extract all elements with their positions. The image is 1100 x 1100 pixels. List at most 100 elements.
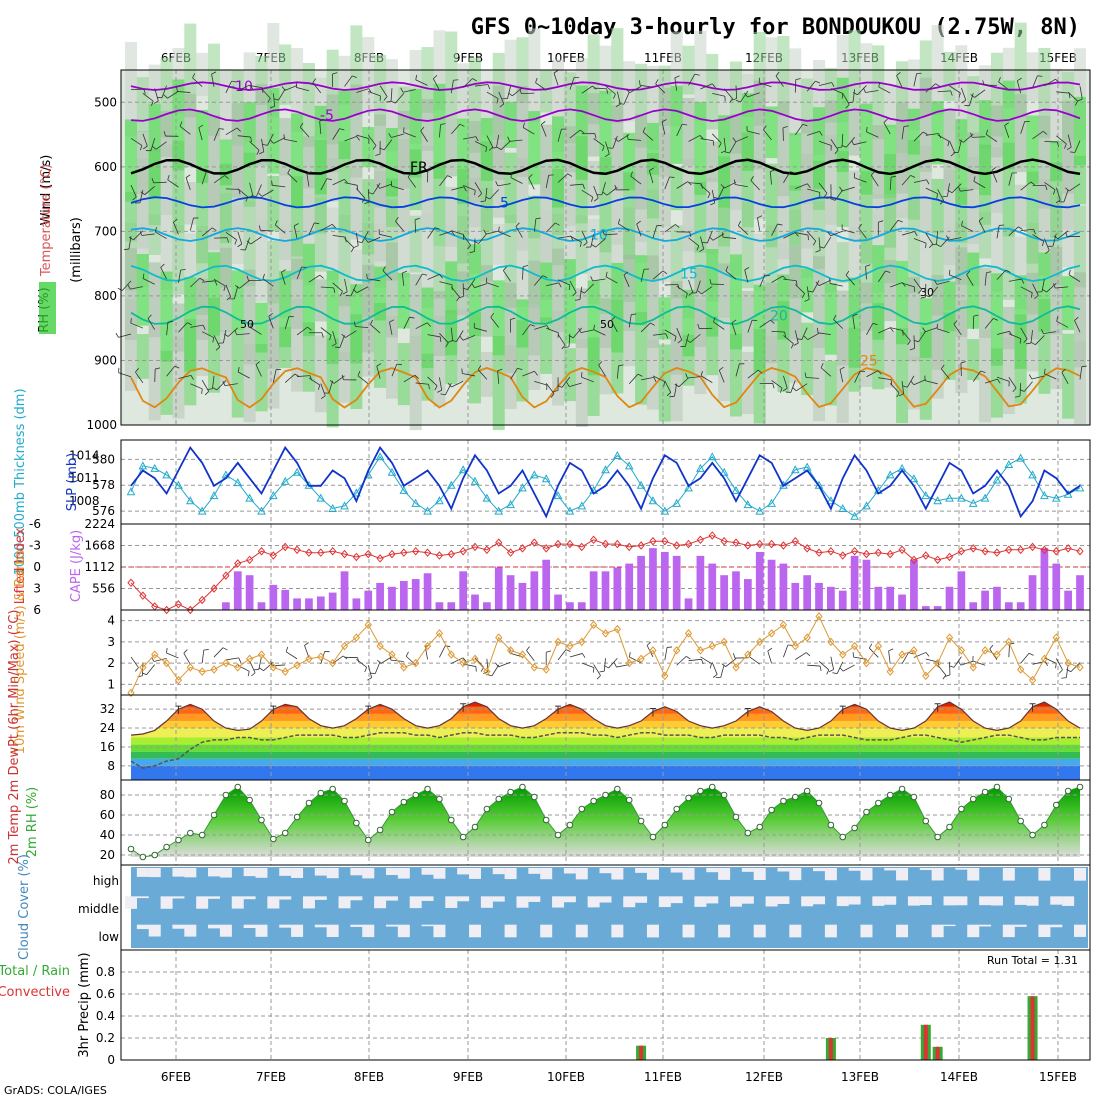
rh-shading-cell xyxy=(694,181,707,253)
wind-speed-point xyxy=(696,646,705,655)
wind-barb xyxy=(344,136,357,142)
wind-speed-point xyxy=(364,620,372,630)
wind-barb xyxy=(636,220,641,225)
wind-barb xyxy=(523,265,529,268)
temperature-contour-label: -10 xyxy=(230,79,253,95)
lifted-index-point xyxy=(708,531,716,540)
wind-barb xyxy=(364,201,370,205)
wind-barb xyxy=(130,138,143,146)
rh-surface-axis-label: 2m RH (%) xyxy=(25,787,40,858)
surface-wind-barb xyxy=(700,656,712,664)
surface-wind-barb xyxy=(805,652,811,657)
cape-bar xyxy=(376,582,384,610)
wind-speed-point xyxy=(269,663,278,672)
wind-barb xyxy=(250,136,252,143)
wind-barb xyxy=(517,367,523,371)
wind-barb xyxy=(790,343,794,349)
wind-speed-point xyxy=(518,650,527,659)
wind-barb xyxy=(163,94,168,99)
wind-barb xyxy=(723,137,727,151)
wind-barb xyxy=(953,320,958,325)
cloud-gap-cell xyxy=(540,924,553,938)
wind-barb xyxy=(579,242,582,248)
wind-barb xyxy=(958,92,961,98)
rh-shading-cell xyxy=(1038,299,1051,394)
wind-speed-point xyxy=(257,650,266,659)
run-total-label: Run Total = 1.31 xyxy=(987,954,1078,967)
wind-barb xyxy=(467,245,471,250)
rh-shading-cell xyxy=(148,149,161,226)
surface-wind-barb xyxy=(439,645,446,658)
wind-barb xyxy=(272,184,286,188)
cloud-gap-cell xyxy=(670,896,683,904)
wind-barb xyxy=(925,187,938,195)
wind-barb xyxy=(581,189,594,198)
wind-speed-point xyxy=(815,612,823,621)
rh-shading-cell xyxy=(125,299,137,391)
wind-barb xyxy=(699,135,704,140)
cloud-gap-cell xyxy=(563,868,576,874)
rh-point xyxy=(625,796,633,804)
wind-barb xyxy=(503,266,507,271)
lifted-index-point xyxy=(530,538,538,547)
wind-barb xyxy=(535,82,547,91)
rh-point xyxy=(780,797,787,805)
thickness-point xyxy=(850,511,859,520)
wind-barb xyxy=(287,168,291,174)
wind-barb xyxy=(312,82,322,94)
wind-barb xyxy=(350,247,355,253)
temperature-contour-label: 15 xyxy=(680,266,698,282)
rh-point xyxy=(1041,821,1048,829)
wind-barb xyxy=(458,295,464,299)
rh-shading-cell xyxy=(635,311,648,405)
cloud-gap-cell xyxy=(967,924,980,938)
date-tick-label: 6FEB xyxy=(161,1070,191,1084)
wind-speed-point xyxy=(945,633,954,642)
cloud-gap-cell xyxy=(326,924,339,938)
rh-shading-cell xyxy=(884,330,897,388)
rh-point xyxy=(127,845,135,853)
wind-barb xyxy=(1065,187,1070,192)
lifted-index-point xyxy=(637,541,645,550)
wind-barb xyxy=(757,215,763,219)
wind-barb xyxy=(140,145,143,151)
wind-barb xyxy=(935,83,940,87)
cloud-gap-cell xyxy=(919,896,932,906)
rh-shading-cell xyxy=(397,272,410,329)
cloud-gap-cell xyxy=(279,896,292,900)
lifted-index-point xyxy=(756,539,764,549)
rh-point xyxy=(602,791,609,799)
wind-barb xyxy=(474,327,487,332)
temp-band xyxy=(131,713,1080,721)
thickness-point xyxy=(138,461,148,470)
wind-barb xyxy=(568,335,574,339)
wind-barb xyxy=(246,275,249,281)
wind-barb xyxy=(574,299,581,301)
cape-bar xyxy=(316,596,325,610)
rh-point xyxy=(198,831,206,839)
cape-bar xyxy=(1040,548,1049,610)
wind-barb xyxy=(941,364,945,370)
wind-barb xyxy=(591,244,596,248)
rh-shading-cell xyxy=(231,270,244,330)
wind-barb xyxy=(225,80,232,93)
wind-barb xyxy=(1004,122,1009,126)
rh-shading-cell xyxy=(480,265,493,337)
cloud-gap-cell xyxy=(1014,896,1027,905)
cape-bar xyxy=(589,571,598,610)
rh-point xyxy=(958,805,965,813)
rh-shading-cell xyxy=(421,99,434,151)
surface-wind-barb xyxy=(130,656,139,668)
wind-barb xyxy=(451,230,464,236)
wind-barb xyxy=(261,88,271,99)
thickness-point xyxy=(458,465,468,474)
wind-barb xyxy=(830,139,839,151)
cloud-gap-cell xyxy=(919,868,932,871)
wind-barb xyxy=(546,327,559,334)
wind-barb xyxy=(812,240,817,246)
wind-barb xyxy=(735,85,738,99)
wind-barb xyxy=(141,233,155,236)
wind-barb xyxy=(510,177,523,184)
surface-wind-barb xyxy=(546,650,552,653)
wind-barb xyxy=(225,127,238,136)
